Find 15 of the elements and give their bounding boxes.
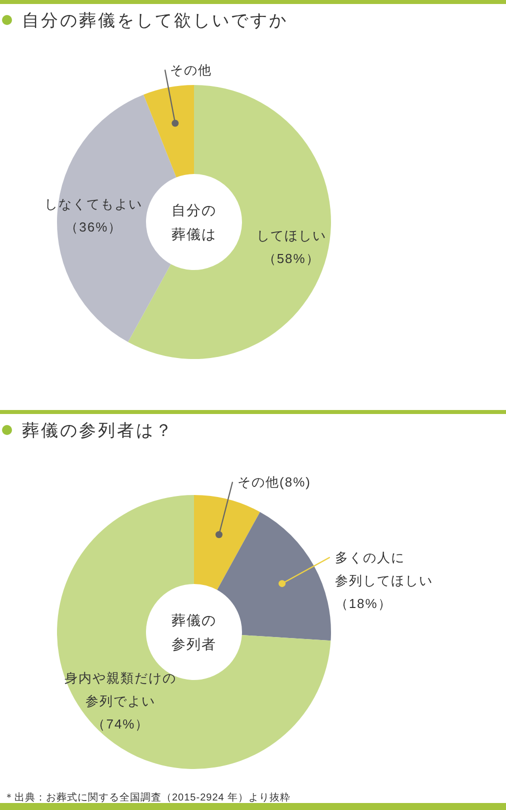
slice-label: しなくてもよい: [44, 196, 143, 212]
slice-label: その他(8%): [238, 474, 311, 490]
slice-label: 身内や親類だけの参列でよい: [64, 670, 177, 708]
slice-label: 多くの人に参列してほしい: [334, 550, 433, 588]
slice-label: してほしい: [256, 228, 326, 244]
data-label: （74%）: [92, 716, 150, 732]
text: ＊出典：お葬式に関する全国調査（2015-2924 年）より抜粋: [4, 792, 291, 804]
data-label: （18%）: [334, 596, 392, 611]
data-label: （36%）: [65, 220, 122, 235]
chart-title: 自分の葬儀をして欲しいですか: [22, 10, 288, 30]
text: 自分の葬儀は: [172, 202, 216, 242]
slice-label: その他: [170, 62, 212, 78]
chart-title: 葬儀の参列者は？: [22, 420, 174, 440]
data-label: （58%）: [262, 251, 320, 266]
text: 葬儀の参列者: [172, 612, 216, 652]
